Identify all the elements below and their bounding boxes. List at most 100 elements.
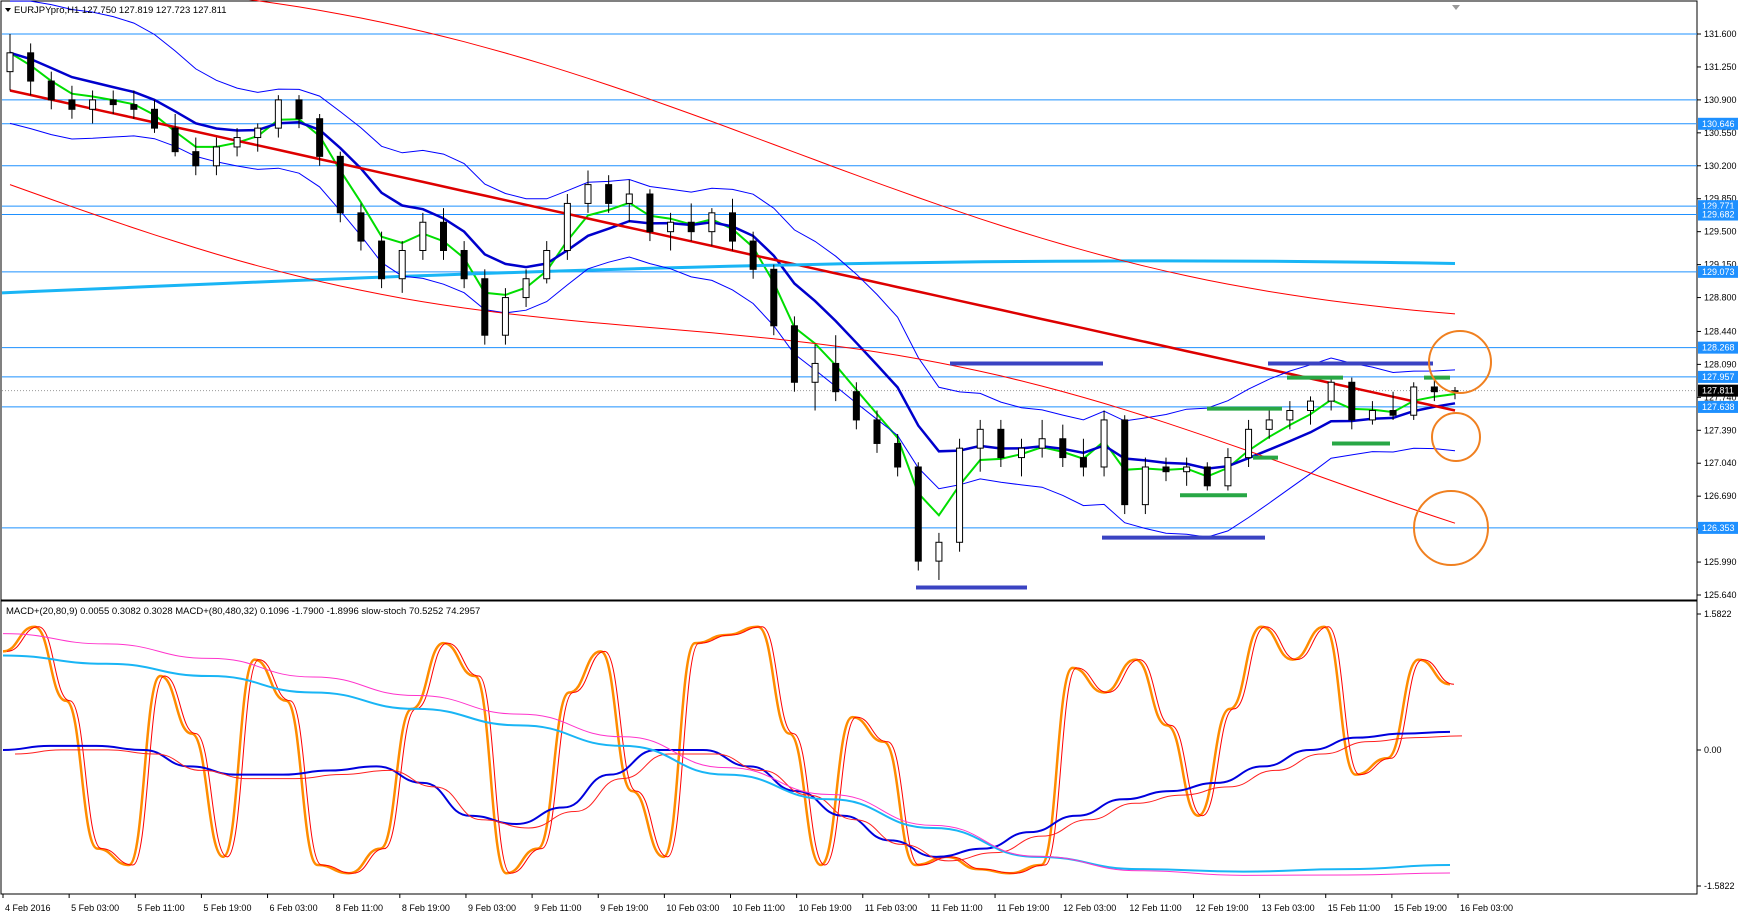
time-tick-label: 16 Feb 03:00 <box>1460 903 1513 913</box>
candle-body <box>811 362 819 383</box>
slow-ma-line <box>9 89 1456 412</box>
candle-body <box>976 428 984 449</box>
level-label-box <box>1698 265 1738 278</box>
annotations[interactable] <box>916 330 1492 590</box>
long-ma-line <box>1 259 1456 295</box>
candle <box>584 170 592 213</box>
candle-body <box>1368 410 1376 421</box>
candle-body <box>1100 419 1108 468</box>
candle-body <box>233 137 241 148</box>
price-tick-label: 131.600 <box>1704 29 1737 39</box>
price-tick-label: 125.990 <box>1704 557 1737 567</box>
candle <box>192 137 200 176</box>
time-tick-label: 9 Feb 11:00 <box>534 903 581 913</box>
highlight-circle <box>1431 412 1481 462</box>
price-tick-label: 129.500 <box>1704 227 1737 237</box>
candle-body <box>914 466 922 562</box>
candle <box>481 269 489 345</box>
candle-body <box>501 297 509 336</box>
scroll-marker-icon[interactable] <box>1452 5 1460 10</box>
candle-body <box>130 104 138 110</box>
candle-body <box>378 240 386 280</box>
macd-slow-line <box>2 654 1451 873</box>
candle <box>543 241 551 284</box>
indicator-pane-frame <box>0 600 1698 895</box>
bollinger-inner-lower <box>9 122 1456 538</box>
time-tick-label: 12 Feb 11:00 <box>1129 903 1181 913</box>
time-tick-label: 11 Feb 11:00 <box>931 903 983 913</box>
candle-body <box>1203 466 1211 487</box>
candle-body <box>6 52 14 73</box>
time-tick-label: 5 Feb 03:00 <box>71 903 119 913</box>
candle-body <box>1224 457 1232 487</box>
candle-body <box>729 212 736 242</box>
candle-body <box>1141 466 1149 506</box>
candle-body <box>1389 410 1397 416</box>
candle <box>1121 415 1129 515</box>
candle-body <box>1183 466 1191 473</box>
candle-body <box>584 184 592 204</box>
candle <box>89 90 97 124</box>
candle-body <box>1265 419 1273 430</box>
candle-body <box>460 249 468 280</box>
candle <box>1079 438 1087 477</box>
candle-body <box>481 278 489 336</box>
candle <box>605 175 613 213</box>
candle <box>729 198 736 251</box>
candle-body <box>708 212 716 233</box>
candle <box>1224 448 1232 491</box>
indicator-tick-label: 0.00 <box>1704 745 1722 755</box>
bollinger-outer-lower <box>9 184 1456 524</box>
candle <box>68 85 76 119</box>
candle-body <box>27 52 35 82</box>
candle-body <box>1038 438 1046 449</box>
indicator-header: MACD+(20,80,9) 0.0055 0.3082 0.3028 MACD… <box>6 606 480 617</box>
time-tick-label: 11 Feb 03:00 <box>865 903 917 913</box>
candle <box>254 123 262 152</box>
price-tick-label: 128.090 <box>1704 359 1737 369</box>
price-tick-label: 130.200 <box>1704 161 1737 171</box>
candle-body <box>1430 386 1438 393</box>
candle-body <box>419 221 427 251</box>
highlight-circle <box>1428 330 1492 394</box>
time-axis: 4 Feb 2016 5 Feb 03:00 5 Feb 11:00 5 Feb 19… <box>2 894 1513 913</box>
candle <box>770 264 778 336</box>
current-price-box <box>1698 384 1738 397</box>
candle <box>1183 457 1191 486</box>
macd-fast-line <box>2 730 1451 858</box>
candle <box>295 95 303 129</box>
candle <box>625 179 633 223</box>
candle-body <box>1410 386 1418 416</box>
candle-body <box>1307 400 1314 412</box>
candles[interactable] <box>6 34 1459 580</box>
time-tick-label: 6 Feb 03:00 <box>270 903 318 913</box>
candle <box>1327 377 1335 411</box>
dropdown-arrow-icon[interactable] <box>5 8 11 12</box>
candle-body <box>1348 381 1356 421</box>
candle <box>440 208 447 260</box>
candle <box>130 90 138 119</box>
level-label: 128.268 <box>1702 343 1735 353</box>
candle-body <box>770 268 778 327</box>
candle <box>708 208 716 246</box>
candle-body <box>522 278 530 299</box>
candle-body <box>1059 438 1067 459</box>
price-tick-label: 128.440 <box>1704 326 1737 336</box>
indicator-axis: 1.5822 0.00 -1.5822 <box>1697 609 1735 891</box>
candle <box>109 90 117 115</box>
level-label: 129.682 <box>1702 210 1735 220</box>
candle-body <box>873 419 881 444</box>
candle <box>646 189 654 242</box>
candle-body <box>894 442 902 468</box>
level-label: 130.646 <box>1702 119 1735 129</box>
candle-body <box>1162 466 1170 473</box>
candle <box>894 434 902 477</box>
candle-body <box>790 325 798 383</box>
level-label: 127.638 <box>1702 402 1735 412</box>
bollinger-outer-upper <box>248 0 1456 315</box>
candle <box>667 212 675 251</box>
candle <box>1038 419 1046 458</box>
level-label-box <box>1698 370 1738 383</box>
price-tick-label: 131.250 <box>1704 62 1737 72</box>
candle <box>336 151 344 223</box>
